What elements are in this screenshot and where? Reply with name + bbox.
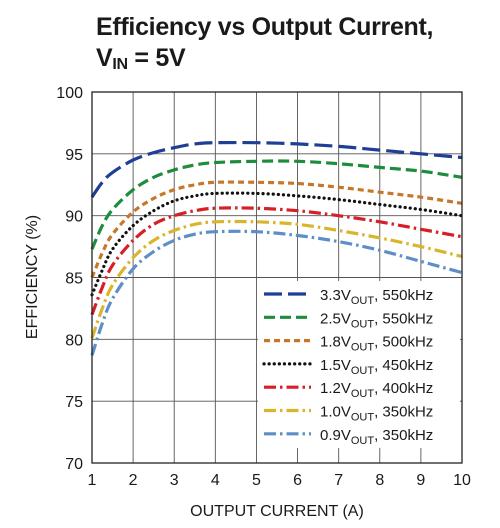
x-tick-label: 7 [334,472,343,489]
y-tick-label: 75 [65,394,83,411]
plot-frame [91,91,463,464]
x-tick-label: 8 [375,472,384,489]
y-tick-label: 80 [65,332,83,349]
legend-label-4: 1.2VOUT, 400kHz [320,380,433,400]
legend-label-1: 2.5VOUT, 550kHz [320,310,433,330]
series-lines [90,140,464,356]
chart-title-line1: Efficiency vs Output Current, [96,13,434,41]
x-tick-label: 5 [252,472,261,489]
x-tick-label: 3 [170,472,179,489]
series-line-3 [90,191,464,297]
x-tick-label: 10 [453,472,471,489]
y-axis-ticks: 70 75 80 85 90 95 100 [56,85,83,473]
legend-label-3: 1.5VOUT, 450kHz [320,357,433,377]
legend-label-6: 0.9VOUT, 350kHz [320,427,433,447]
x-tick-label: 6 [293,472,302,489]
y-tick-label: 85 [65,271,83,288]
legend-label-0: 3.3VOUT, 550kHz [320,287,433,307]
series-line-5 [90,219,463,339]
x-tick-label: 1 [88,472,97,489]
legend [258,281,460,449]
x-axis-label: OUTPUT CURRENT (A) [190,503,364,520]
legend-items: 3.3VOUT, 550kHz 2.5VOUT, 550kHz 1.8VOUT, 5… [262,287,433,447]
series-line-2 [90,180,463,279]
x-tick-label: 9 [416,472,425,489]
y-tick-label: 90 [65,209,83,226]
x-axis-ticks: 1 2 3 4 5 6 7 8 9 10 [88,472,471,489]
series-line-1 [90,159,463,250]
y-axis-label: EFFICIENCY (%) [24,215,41,339]
legend-label-5: 1.0VOUT, 350kHz [320,404,433,424]
x-tick-label: 2 [129,472,138,489]
series-line-0 [90,140,463,198]
y-tick-label: 100 [56,85,83,102]
series-line-4 [90,206,463,316]
x-tick-label: 4 [211,472,220,489]
y-tick-label: 95 [65,147,83,164]
legend-label-2: 1.8VOUT, 500kHz [320,334,433,354]
y-tick-label: 70 [65,456,83,473]
chart-title: Efficiency vs Output Current, VIN = 5V [96,12,433,80]
chart-title-line2: VIN = 5V [96,44,186,73]
